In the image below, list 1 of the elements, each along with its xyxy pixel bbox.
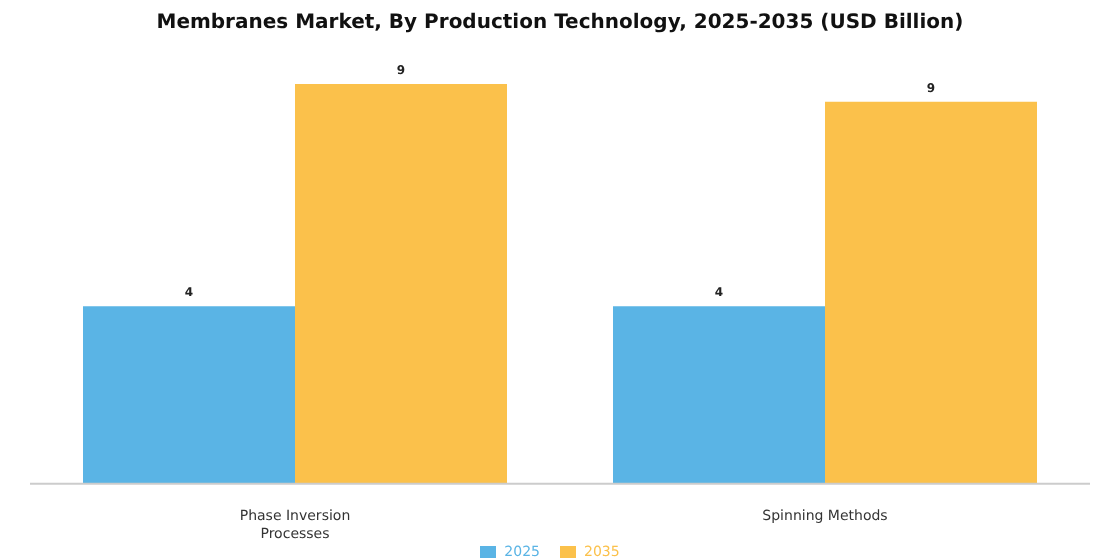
chart-title: Membranes Market, By Production Technology, 2025-2035 (USD Billion) [154,10,966,38]
